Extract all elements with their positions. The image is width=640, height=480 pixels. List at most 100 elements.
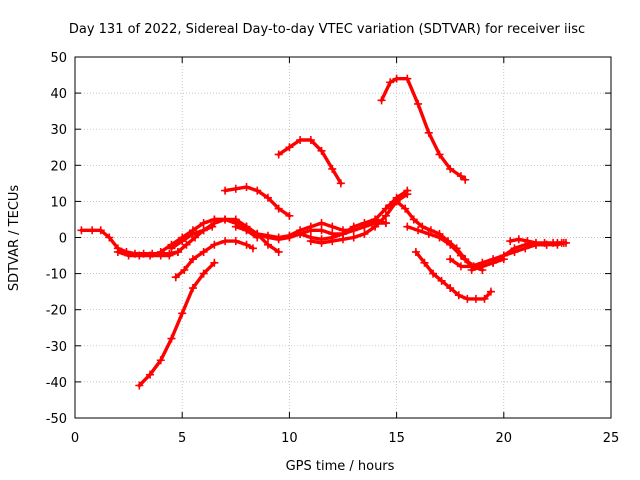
y-tick-label: -10 bbox=[46, 268, 67, 283]
y-tick-label: -50 bbox=[46, 412, 67, 427]
x-tick-label: 20 bbox=[496, 431, 513, 446]
data-point bbox=[371, 215, 380, 224]
data-point bbox=[88, 226, 97, 235]
series-arc-7 bbox=[221, 182, 294, 220]
data-point bbox=[377, 96, 386, 105]
data-point bbox=[263, 231, 272, 240]
data-point bbox=[424, 128, 433, 137]
data-point bbox=[437, 276, 446, 285]
data-point bbox=[414, 99, 423, 108]
data-point bbox=[242, 182, 251, 191]
data-point bbox=[401, 204, 410, 213]
series-line bbox=[379, 76, 467, 182]
data-point bbox=[540, 238, 549, 247]
data-point bbox=[414, 226, 423, 235]
data-point bbox=[418, 222, 427, 231]
data-point bbox=[392, 74, 401, 83]
data-point bbox=[489, 258, 498, 267]
data-point bbox=[167, 244, 176, 253]
data-point bbox=[171, 273, 180, 282]
data-point bbox=[456, 262, 465, 271]
data-point bbox=[499, 251, 508, 260]
data-point bbox=[317, 226, 326, 235]
y-tick-label: -30 bbox=[46, 340, 67, 355]
data-point bbox=[199, 247, 208, 256]
x-tick-label: 0 bbox=[71, 431, 79, 446]
series-line bbox=[159, 217, 259, 254]
data-point bbox=[167, 334, 176, 343]
x-tick-label: 5 bbox=[178, 431, 186, 446]
data-point bbox=[199, 269, 208, 278]
series-layer bbox=[77, 74, 570, 390]
data-point bbox=[557, 238, 566, 247]
series-arc-12 bbox=[306, 190, 412, 247]
data-point bbox=[317, 238, 326, 247]
y-tick-label: -40 bbox=[46, 376, 67, 391]
data-point bbox=[360, 219, 369, 228]
data-point bbox=[221, 186, 230, 195]
x-axis-label: GPS time / hours bbox=[286, 459, 395, 474]
data-point bbox=[446, 284, 455, 293]
data-point bbox=[446, 255, 455, 264]
y-axis-label: SDTVAR / TECUs bbox=[7, 185, 22, 292]
data-point bbox=[463, 294, 472, 303]
series-line bbox=[414, 250, 493, 301]
data-point bbox=[96, 226, 105, 235]
data-point bbox=[486, 287, 495, 296]
data-point bbox=[105, 233, 114, 242]
data-point bbox=[285, 231, 294, 240]
data-point bbox=[221, 215, 230, 224]
data-point bbox=[178, 309, 187, 318]
data-point bbox=[146, 370, 155, 379]
data-point bbox=[77, 226, 86, 235]
data-point bbox=[199, 219, 208, 228]
data-point bbox=[188, 229, 197, 238]
data-point bbox=[454, 291, 463, 300]
data-point bbox=[420, 258, 429, 267]
data-point bbox=[263, 193, 272, 202]
data-point bbox=[360, 229, 369, 238]
data-point bbox=[113, 247, 122, 256]
data-point bbox=[461, 175, 470, 184]
series-arc-2 bbox=[113, 222, 217, 260]
data-point bbox=[409, 215, 418, 224]
series-arc-19 bbox=[506, 235, 566, 247]
data-point bbox=[523, 237, 532, 246]
data-point bbox=[263, 240, 272, 249]
data-point bbox=[456, 251, 465, 260]
data-point bbox=[381, 219, 390, 228]
y-tick-label: 40 bbox=[50, 87, 67, 102]
data-point bbox=[317, 219, 326, 228]
data-point bbox=[231, 184, 240, 193]
data-point bbox=[165, 251, 174, 260]
y-tick-label: -20 bbox=[46, 304, 67, 319]
series-line bbox=[309, 192, 409, 245]
data-point bbox=[188, 255, 197, 264]
data-point bbox=[248, 244, 257, 253]
y-tick-label: 30 bbox=[50, 123, 67, 138]
data-point bbox=[403, 74, 412, 83]
data-point bbox=[478, 262, 487, 271]
chart-title: Day 131 of 2022, Sidereal Day-to-day VTE… bbox=[69, 22, 585, 37]
data-point bbox=[210, 215, 219, 224]
data-point bbox=[424, 229, 433, 238]
data-point bbox=[531, 238, 540, 247]
data-point bbox=[274, 150, 283, 159]
data-point bbox=[435, 233, 444, 242]
data-point bbox=[156, 247, 165, 256]
x-tick-label: 10 bbox=[281, 431, 298, 446]
data-point bbox=[446, 240, 455, 249]
series-arc-11 bbox=[296, 215, 390, 244]
data-point bbox=[296, 229, 305, 238]
series-arc-6 bbox=[135, 258, 219, 390]
data-point bbox=[480, 294, 489, 303]
data-point bbox=[178, 237, 187, 246]
y-tick-label: 20 bbox=[50, 159, 67, 174]
series-line bbox=[137, 261, 217, 388]
series-arc-5 bbox=[171, 237, 257, 282]
data-point bbox=[549, 238, 558, 247]
series-arc-1 bbox=[77, 226, 182, 258]
data-point bbox=[467, 265, 476, 274]
data-point bbox=[435, 150, 444, 159]
data-point bbox=[328, 164, 337, 173]
